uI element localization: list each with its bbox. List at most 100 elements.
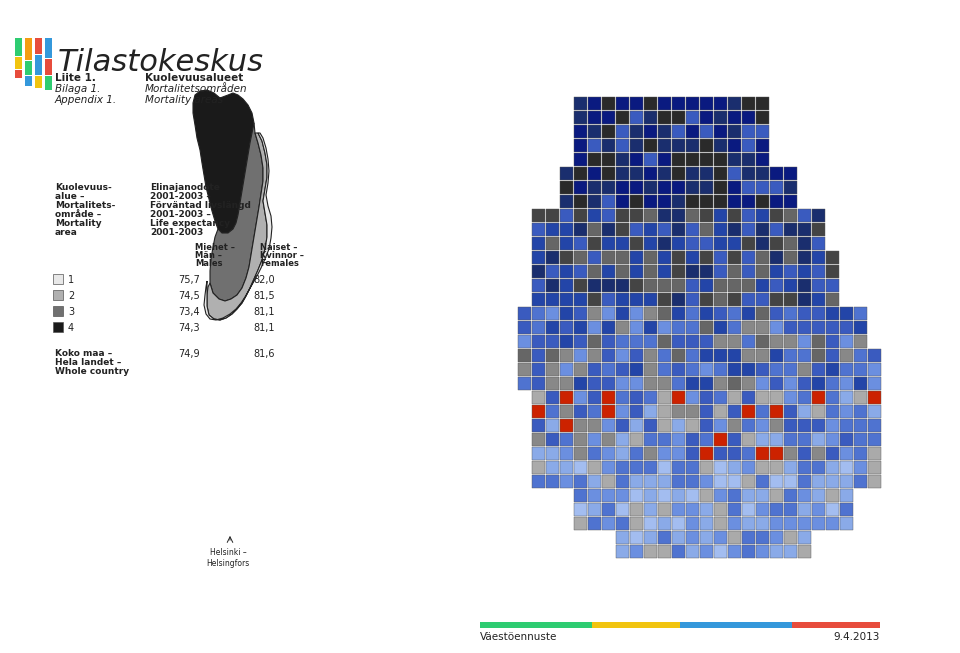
Bar	[770, 307, 783, 320]
Bar	[630, 125, 643, 138]
Bar	[714, 503, 727, 516]
Bar	[686, 335, 699, 348]
Bar	[700, 139, 713, 152]
Bar	[518, 307, 531, 320]
Bar	[602, 377, 615, 390]
Bar	[672, 349, 685, 362]
Bar	[518, 321, 531, 334]
Bar	[574, 209, 587, 222]
Bar	[644, 265, 657, 278]
Bar	[812, 489, 825, 502]
Bar	[714, 321, 727, 334]
Bar	[728, 97, 741, 110]
Bar	[742, 279, 755, 292]
Bar	[826, 405, 839, 418]
Bar	[770, 419, 783, 432]
Bar	[658, 153, 671, 166]
Bar	[840, 307, 853, 320]
Bar	[700, 209, 713, 222]
Bar	[784, 335, 797, 348]
Bar	[574, 97, 587, 110]
Bar	[784, 251, 797, 264]
Bar	[840, 517, 853, 530]
Bar	[812, 251, 825, 264]
Bar	[700, 517, 713, 530]
Text: Elinajanodote: Elinajanodote	[150, 183, 220, 192]
Bar	[826, 251, 839, 264]
Bar	[686, 111, 699, 124]
Bar	[616, 461, 629, 474]
Text: Appendix 1.: Appendix 1.	[55, 95, 117, 105]
Text: 82,0: 82,0	[253, 275, 275, 285]
Bar	[53, 322, 63, 332]
Bar	[770, 349, 783, 362]
Bar	[658, 545, 671, 558]
Bar	[798, 517, 811, 530]
Bar	[658, 293, 671, 306]
Bar	[714, 279, 727, 292]
Bar	[532, 251, 545, 264]
Bar	[798, 321, 811, 334]
Bar	[644, 97, 657, 110]
Bar	[616, 111, 629, 124]
Bar	[784, 363, 797, 376]
Bar	[714, 181, 727, 194]
Bar	[714, 97, 727, 110]
Bar	[756, 475, 769, 488]
Bar	[756, 545, 769, 558]
Bar	[588, 307, 601, 320]
Bar	[728, 433, 741, 446]
Bar	[742, 153, 755, 166]
Bar	[742, 489, 755, 502]
Bar	[560, 223, 573, 236]
Bar	[770, 545, 783, 558]
Bar	[714, 111, 727, 124]
Bar	[560, 265, 573, 278]
Text: Whole country: Whole country	[55, 367, 130, 376]
Bar	[770, 209, 783, 222]
Bar	[742, 447, 755, 460]
Bar	[742, 503, 755, 516]
Bar	[770, 377, 783, 390]
Bar	[546, 237, 559, 250]
Bar	[854, 349, 867, 362]
Bar	[616, 195, 629, 208]
Bar	[812, 293, 825, 306]
Bar	[728, 139, 741, 152]
Bar	[644, 433, 657, 446]
Bar	[714, 433, 727, 446]
Text: Helsinki –
Helsingfors: Helsinki – Helsingfors	[206, 548, 250, 568]
Bar	[798, 489, 811, 502]
Bar	[630, 489, 643, 502]
Bar	[602, 321, 615, 334]
Bar	[560, 349, 573, 362]
Polygon shape	[193, 90, 254, 233]
Bar	[686, 307, 699, 320]
Bar	[686, 209, 699, 222]
Bar	[588, 321, 601, 334]
Bar	[630, 363, 643, 376]
Bar	[518, 363, 531, 376]
Bar	[672, 433, 685, 446]
Bar	[812, 223, 825, 236]
Bar	[630, 461, 643, 474]
Bar	[560, 181, 573, 194]
Bar	[602, 209, 615, 222]
Bar	[644, 517, 657, 530]
Bar	[658, 321, 671, 334]
Bar	[602, 125, 615, 138]
Bar	[714, 461, 727, 474]
Bar	[700, 419, 713, 432]
Bar	[728, 377, 741, 390]
Bar	[588, 279, 601, 292]
Bar	[798, 447, 811, 460]
Bar	[770, 167, 783, 180]
Bar	[658, 209, 671, 222]
Bar	[658, 335, 671, 348]
Bar	[700, 475, 713, 488]
Bar	[480, 622, 592, 628]
Bar	[714, 265, 727, 278]
Bar	[45, 38, 52, 58]
Bar	[756, 363, 769, 376]
Bar	[672, 223, 685, 236]
